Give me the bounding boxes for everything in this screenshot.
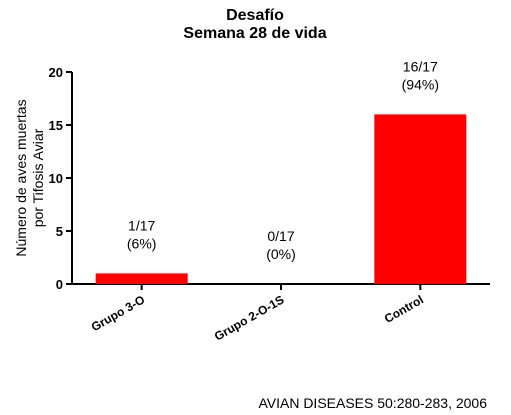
chart-title: Desafío xyxy=(226,7,284,24)
data-label-fraction: 1/17 xyxy=(128,217,155,233)
chart-subtitle: Semana 28 de vida xyxy=(183,25,326,42)
y-tick-label: 15 xyxy=(49,118,63,133)
data-labels: 1/17 (6%) 0/17 (0%) 16/17 (94%) xyxy=(127,58,439,262)
y-axis-label-line1: Número de aves muertas xyxy=(13,99,29,256)
data-label-fraction: 0/17 xyxy=(267,228,294,244)
x-tick-label: Control xyxy=(382,292,426,325)
data-label-percent: (94%) xyxy=(402,76,439,92)
data-label-fraction: 16/17 xyxy=(403,58,438,74)
bar xyxy=(95,273,188,284)
y-tick-label: 0 xyxy=(56,277,63,292)
category-labels: Grupo 3-O Grupo 2-O-1S Control xyxy=(89,284,426,344)
y-axis-label: Número de aves muertas por Tifosis Aviar xyxy=(13,99,46,256)
bar xyxy=(374,114,467,285)
source-citation: AVIAN DISEASES 50:280-283, 2006 xyxy=(258,395,487,411)
x-tick-label: Grupo 2-O-1S xyxy=(212,292,287,343)
y-ticks: 0 5 10 15 20 xyxy=(49,65,72,292)
y-axis-label-line2: por Tifosis Aviar xyxy=(30,128,46,227)
data-label-percent: (0%) xyxy=(266,246,296,262)
data-label-percent: (6%) xyxy=(127,235,157,251)
y-tick-label: 10 xyxy=(49,171,63,186)
x-tick-label: Grupo 3-O xyxy=(89,292,147,334)
y-tick-label: 20 xyxy=(49,65,63,80)
y-tick-label: 5 xyxy=(56,224,63,239)
bars xyxy=(95,114,467,285)
